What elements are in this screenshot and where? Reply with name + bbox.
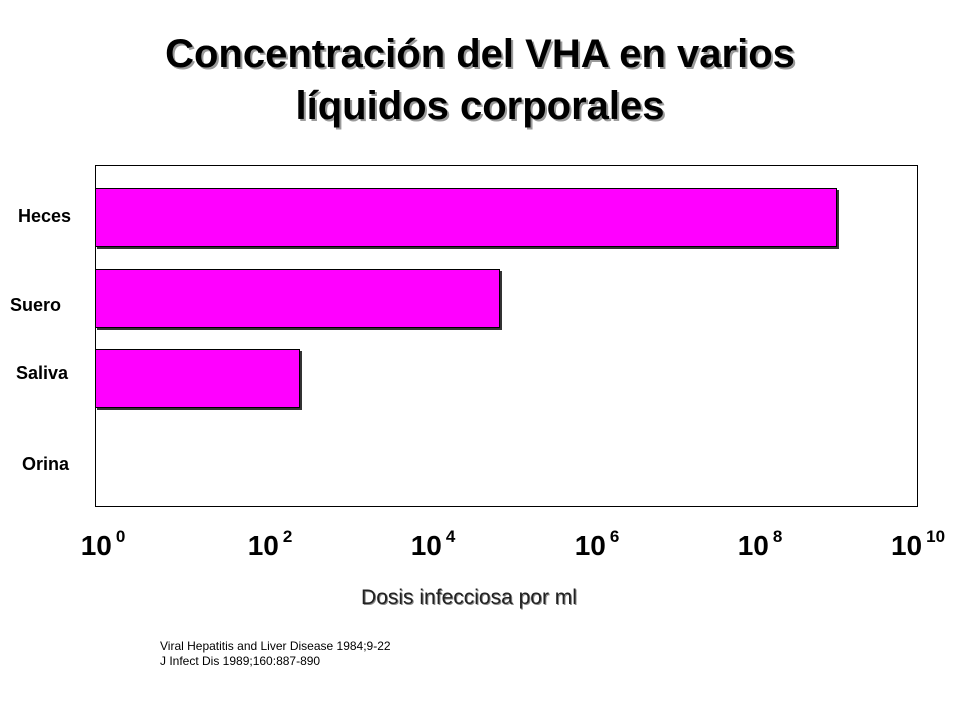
x-tick-base: 10 <box>890 530 923 561</box>
bar-saliva <box>95 349 300 408</box>
x-tick-exponent: 10 <box>926 527 946 546</box>
x-axis-label: Dosis infecciosa por ml <box>361 586 577 609</box>
x-tick-exponent: 0 <box>115 527 126 546</box>
x-tick-exponent: 8 <box>772 527 783 546</box>
x-tick-exponent: 6 <box>609 527 620 546</box>
reference-1: Viral Hepatitis and Liver Disease 1984;9… <box>160 639 391 653</box>
x-tick-base: 10 <box>247 530 279 561</box>
x-tick-base: 10 <box>410 530 442 561</box>
category-label-suero: Suero <box>10 295 62 315</box>
chart-title: Concentración del VHA en varios líquidos… <box>0 28 960 132</box>
x-tick-base: 10 <box>80 530 112 561</box>
x-tick-exponent: 2 <box>282 527 293 546</box>
chart-title-line-2: líquidos corporales <box>295 84 665 128</box>
references: Viral Hepatitis and Liver Disease 1984;9… <box>160 639 391 669</box>
x-tick-label: 10 6 <box>574 527 620 562</box>
bar-suero <box>95 269 500 328</box>
x-tick-base: 10 <box>737 530 769 561</box>
plot-area <box>95 165 918 507</box>
category-label-saliva: Saliva <box>16 363 69 383</box>
x-tick-base: 10 <box>574 530 606 561</box>
reference-2: J Infect Dis 1989;160:887-890 <box>160 654 321 668</box>
bar-heces <box>95 188 837 247</box>
x-tick-label: 10 8 <box>737 527 783 562</box>
category-label-orina: Orina <box>22 454 70 474</box>
x-tick-label: 10 2 <box>247 527 293 562</box>
x-tick-label: 10 0 <box>80 527 126 562</box>
x-tick-exponent: 4 <box>445 527 456 546</box>
category-label-heces: Heces <box>18 206 72 226</box>
x-tick-label: 10 10 <box>890 527 946 562</box>
x-tick-label: 10 4 <box>410 527 456 562</box>
chart-title-line-1: Concentración del VHA en varios <box>165 32 795 76</box>
